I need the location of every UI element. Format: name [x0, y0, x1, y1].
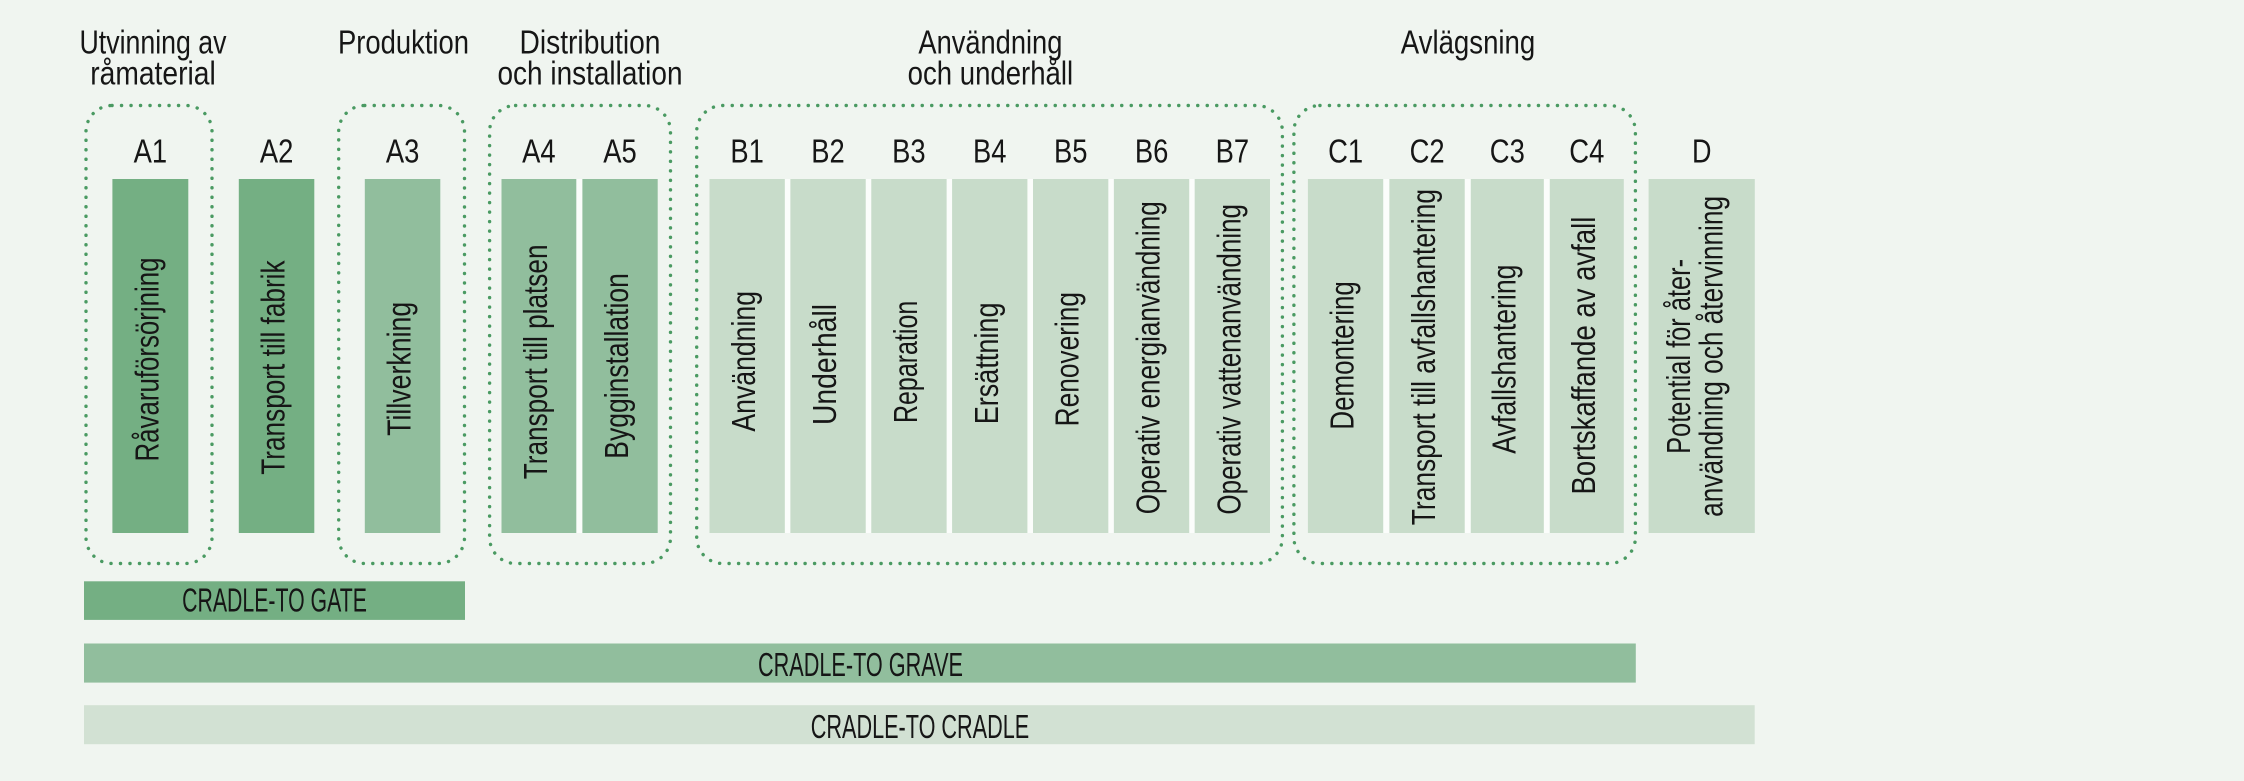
svg-text:Reparation: Reparation: [887, 301, 924, 423]
svg-text:A3: A3: [386, 132, 420, 169]
svg-text:D: D: [1692, 132, 1712, 169]
svg-text:Råvaruförsörjning: Råvaruförsörjning: [128, 258, 165, 462]
svg-text:Potential för åter-: Potential för åter-: [1660, 259, 1697, 454]
svg-text:CRADLE-TO GATE: CRADLE-TO GATE: [182, 582, 367, 619]
svg-text:Ersättning: Ersättning: [968, 303, 1005, 425]
svg-text:Transport till avfallshanterin: Transport till avfallshantering: [1405, 189, 1442, 525]
svg-text:Avfallshantering: Avfallshantering: [1485, 265, 1522, 454]
svg-text:Renovering: Renovering: [1049, 292, 1086, 426]
svg-text:Avlägsning: Avlägsning: [1401, 24, 1536, 61]
svg-text:B3: B3: [892, 132, 926, 169]
svg-text:B6: B6: [1135, 132, 1169, 169]
svg-text:C3: C3: [1490, 132, 1525, 169]
svg-text:CRADLE-TO CRADLE: CRADLE-TO CRADLE: [811, 708, 1029, 745]
svg-text:användning och återvinning: användning och återvinning: [1693, 196, 1730, 517]
svg-text:Distribution: Distribution: [520, 24, 661, 61]
svg-text:råmaterial: råmaterial: [90, 55, 216, 92]
svg-text:och installation: och installation: [498, 55, 683, 92]
svg-text:A1: A1: [134, 132, 168, 169]
svg-text:C1: C1: [1328, 132, 1363, 169]
svg-text:Användning: Användning: [725, 291, 762, 432]
svg-text:Transport till platsen: Transport till platsen: [517, 245, 554, 480]
svg-text:A2: A2: [260, 132, 294, 169]
svg-text:B5: B5: [1054, 132, 1088, 169]
svg-text:CRADLE-TO GRAVE: CRADLE-TO GRAVE: [758, 646, 963, 683]
svg-text:B4: B4: [973, 132, 1007, 169]
svg-text:Transport till fabrik: Transport till fabrik: [255, 260, 292, 475]
svg-text:A4: A4: [522, 132, 556, 169]
svg-text:A5: A5: [603, 132, 637, 169]
svg-text:Underhåll: Underhåll: [806, 304, 843, 425]
svg-text:Användning: Användning: [918, 24, 1062, 61]
svg-text:B7: B7: [1216, 132, 1250, 169]
svg-text:Bortskaffande av avfall: Bortskaffande av avfall: [1565, 217, 1602, 495]
svg-text:Tillverkning: Tillverkning: [381, 302, 418, 436]
svg-text:B1: B1: [730, 132, 764, 169]
svg-text:C2: C2: [1410, 132, 1445, 169]
svg-text:Produktion: Produktion: [338, 24, 469, 61]
svg-text:C4: C4: [1569, 132, 1604, 169]
svg-text:Bygginstallation: Bygginstallation: [598, 273, 635, 459]
svg-text:Utvinning av: Utvinning av: [80, 24, 227, 61]
svg-text:Operativ vattenanvändning: Operativ vattenanvändning: [1210, 204, 1247, 515]
svg-text:och underhåll: och underhåll: [908, 55, 1074, 92]
svg-text:B2: B2: [811, 132, 845, 169]
svg-text:Operativ energianvändning: Operativ energianvändning: [1130, 201, 1167, 514]
svg-text:Demontering: Demontering: [1324, 281, 1361, 430]
